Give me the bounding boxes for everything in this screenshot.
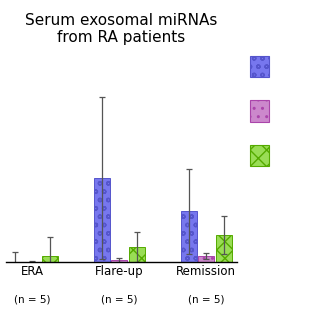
Bar (198, 256, 214, 262)
Text: (n = 5): (n = 5) (188, 294, 225, 304)
Bar (216, 235, 232, 262)
Bar (42, 256, 58, 262)
Bar (111, 260, 127, 262)
Text: Serum exosomal miRNAs
from RA patients: Serum exosomal miRNAs from RA patients (25, 13, 218, 45)
Bar (129, 247, 145, 262)
Bar (94, 178, 110, 262)
Text: (n = 5): (n = 5) (14, 294, 51, 304)
Text: (n = 5): (n = 5) (101, 294, 138, 304)
Bar (181, 212, 197, 262)
